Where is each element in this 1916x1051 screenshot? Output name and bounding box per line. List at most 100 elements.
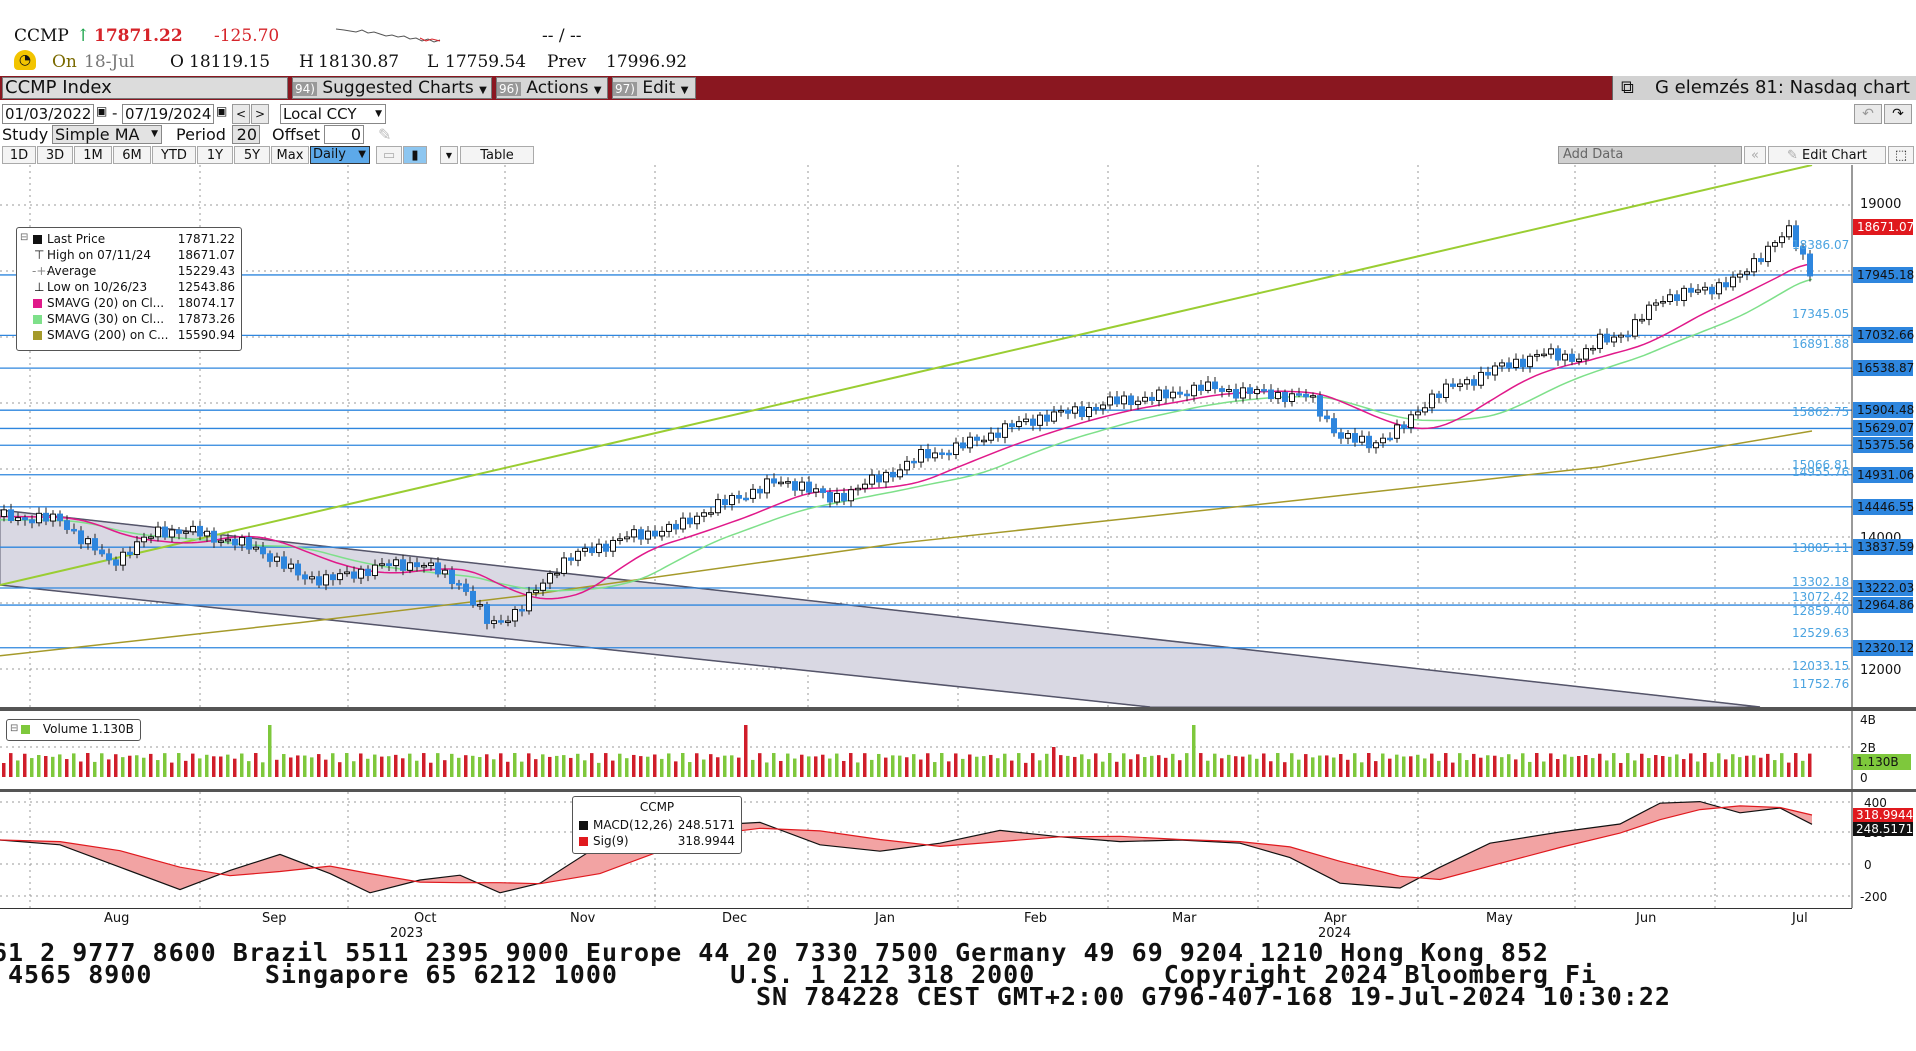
legend-value: 15229.43 — [177, 264, 235, 278]
volume-bar — [457, 757, 461, 777]
date-separator: - — [112, 104, 118, 122]
volume-bar — [499, 753, 503, 777]
collapse-legend-icon[interactable]: ⊟ — [10, 723, 19, 734]
chart-icon[interactable]: ⬚ — [1888, 146, 1914, 164]
collapse-button[interactable]: « — [1744, 146, 1766, 164]
volume-bar — [86, 753, 90, 777]
candle-body — [1597, 333, 1603, 349]
volume-bar — [1647, 758, 1651, 777]
volume-bar — [464, 755, 468, 777]
next-period-button[interactable]: > — [251, 104, 269, 124]
candle-body — [127, 551, 133, 556]
volume-bar — [401, 758, 405, 777]
candle-body — [1387, 437, 1393, 441]
chart-title-bar[interactable]: ⧉ G elemzés 81: Nasdaq chart — [1612, 76, 1916, 100]
volume-bar — [1332, 757, 1336, 777]
volume-bar — [1108, 753, 1112, 777]
chart-type-button[interactable]: ▭ — [376, 146, 402, 164]
candle-body — [596, 543, 602, 554]
range-3d[interactable]: 3D — [37, 146, 73, 164]
candle-body — [1058, 410, 1064, 413]
suggested-charts-label: Suggested Charts — [322, 78, 474, 98]
undo-button[interactable]: ↶ — [1854, 104, 1882, 124]
table-button[interactable]: Table — [460, 146, 534, 164]
candle-body — [1037, 414, 1043, 426]
candle-body — [1296, 393, 1302, 396]
signal-line — [0, 805, 1813, 885]
edit-chart-button[interactable]: ✎ Edit Chart — [1768, 146, 1886, 164]
level-text-label: 11752.76 — [1792, 677, 1850, 692]
suggested-charts-button[interactable]: 94) Suggested Charts ▼ — [292, 77, 492, 99]
chart-style-button[interactable]: ▮ — [403, 146, 427, 164]
candle-body — [771, 478, 777, 484]
style-dropdown[interactable]: ▼ — [440, 146, 458, 164]
range-5y[interactable]: 5Y — [234, 146, 270, 164]
high-label: H — [299, 52, 314, 72]
calendar-icon[interactable]: ▣ — [216, 104, 228, 118]
end-date-input[interactable]: 07/19/2024 — [122, 104, 214, 124]
candle-body — [1590, 347, 1596, 351]
candle-body — [1520, 358, 1526, 368]
level-text-label: 12033.15 — [1792, 658, 1850, 673]
candle-body — [1688, 287, 1694, 293]
volume-bar — [359, 753, 363, 777]
candle-body — [1002, 423, 1008, 438]
year-label: 2024 — [1318, 926, 1352, 941]
candle-body — [946, 452, 952, 456]
add-data-input[interactable]: Add Data — [1558, 146, 1742, 164]
candle-body — [1142, 396, 1148, 402]
candle-body — [778, 481, 784, 485]
range-1m[interactable]: 1M — [74, 146, 112, 164]
high-value: 18130.87 — [318, 52, 400, 72]
volume-bar — [1563, 754, 1567, 777]
chevron-down-icon: ▼ — [375, 109, 382, 119]
prev-value: 17996.92 — [606, 52, 688, 72]
ticker-symbol: CCMP — [14, 26, 69, 46]
study-select[interactable]: Simple MA ▼ — [52, 125, 162, 144]
external-link-icon[interactable]: ⧉ — [1621, 77, 1634, 98]
macd-axis-tick: 0 — [1864, 858, 1872, 872]
candle-body — [743, 497, 749, 501]
redo-button[interactable]: ↷ — [1884, 104, 1912, 124]
edit-button[interactable]: 97) Edit ▼ — [612, 77, 696, 99]
candle-body — [1408, 414, 1414, 429]
offset-input[interactable]: 0 — [324, 125, 364, 144]
candle-body — [316, 576, 322, 586]
candle-body — [1786, 225, 1792, 238]
pencil-icon[interactable]: ✎ — [378, 125, 392, 144]
range-6m[interactable]: 6M — [113, 146, 151, 164]
volume-bar — [380, 756, 384, 777]
candle-body — [1373, 442, 1379, 449]
frequency-select[interactable]: Daily ▼ — [310, 146, 370, 164]
currency-select[interactable]: Local CCY ▼ — [280, 104, 386, 124]
actions-button[interactable]: 96) Actions ▼ — [496, 77, 608, 99]
security-field[interactable]: CCMP Index — [2, 77, 288, 99]
volume-bar — [1094, 753, 1098, 777]
bid-ask-range: -- / -- — [542, 26, 582, 46]
range-1y[interactable]: 1Y — [197, 146, 233, 164]
volume-bar — [1402, 756, 1406, 777]
volume-bar — [1101, 761, 1105, 777]
volume-bar — [149, 753, 153, 777]
period-input[interactable]: 20 — [232, 125, 260, 144]
candle-body — [925, 449, 931, 459]
volume-bar — [1738, 757, 1742, 777]
range-max[interactable]: Max — [271, 146, 309, 164]
volume-bar — [982, 756, 986, 777]
prev-period-button[interactable]: < — [232, 104, 250, 124]
volume-bar — [779, 760, 783, 777]
volume-bar — [555, 755, 559, 777]
volume-bar — [345, 753, 349, 777]
candle-body — [1156, 389, 1162, 401]
candle-body — [267, 553, 273, 562]
start-date-input[interactable]: 01/03/2022 — [2, 104, 94, 124]
calendar-icon[interactable]: ▣ — [96, 104, 108, 118]
range-1d[interactable]: 1D — [2, 146, 36, 164]
volume-bar — [954, 753, 958, 777]
range-ytd[interactable]: YTD — [152, 146, 196, 164]
collapse-legend-icon[interactable]: ⊟ — [20, 232, 29, 243]
volume-bar — [1458, 753, 1462, 777]
candle-body — [1317, 395, 1323, 417]
candle-body — [197, 525, 203, 537]
volume-bar — [681, 753, 685, 777]
